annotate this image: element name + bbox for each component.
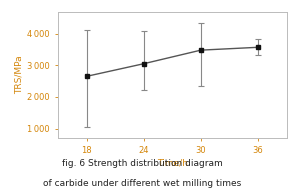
Text: fig. 6 Strength distribution diagram: fig. 6 Strength distribution diagram <box>62 159 223 168</box>
Text: of carbide under different wet milling times: of carbide under different wet milling t… <box>43 179 242 188</box>
Y-axis label: TRS/MPa: TRS/MPa <box>15 55 24 94</box>
X-axis label: Time/h: Time/h <box>157 158 188 167</box>
